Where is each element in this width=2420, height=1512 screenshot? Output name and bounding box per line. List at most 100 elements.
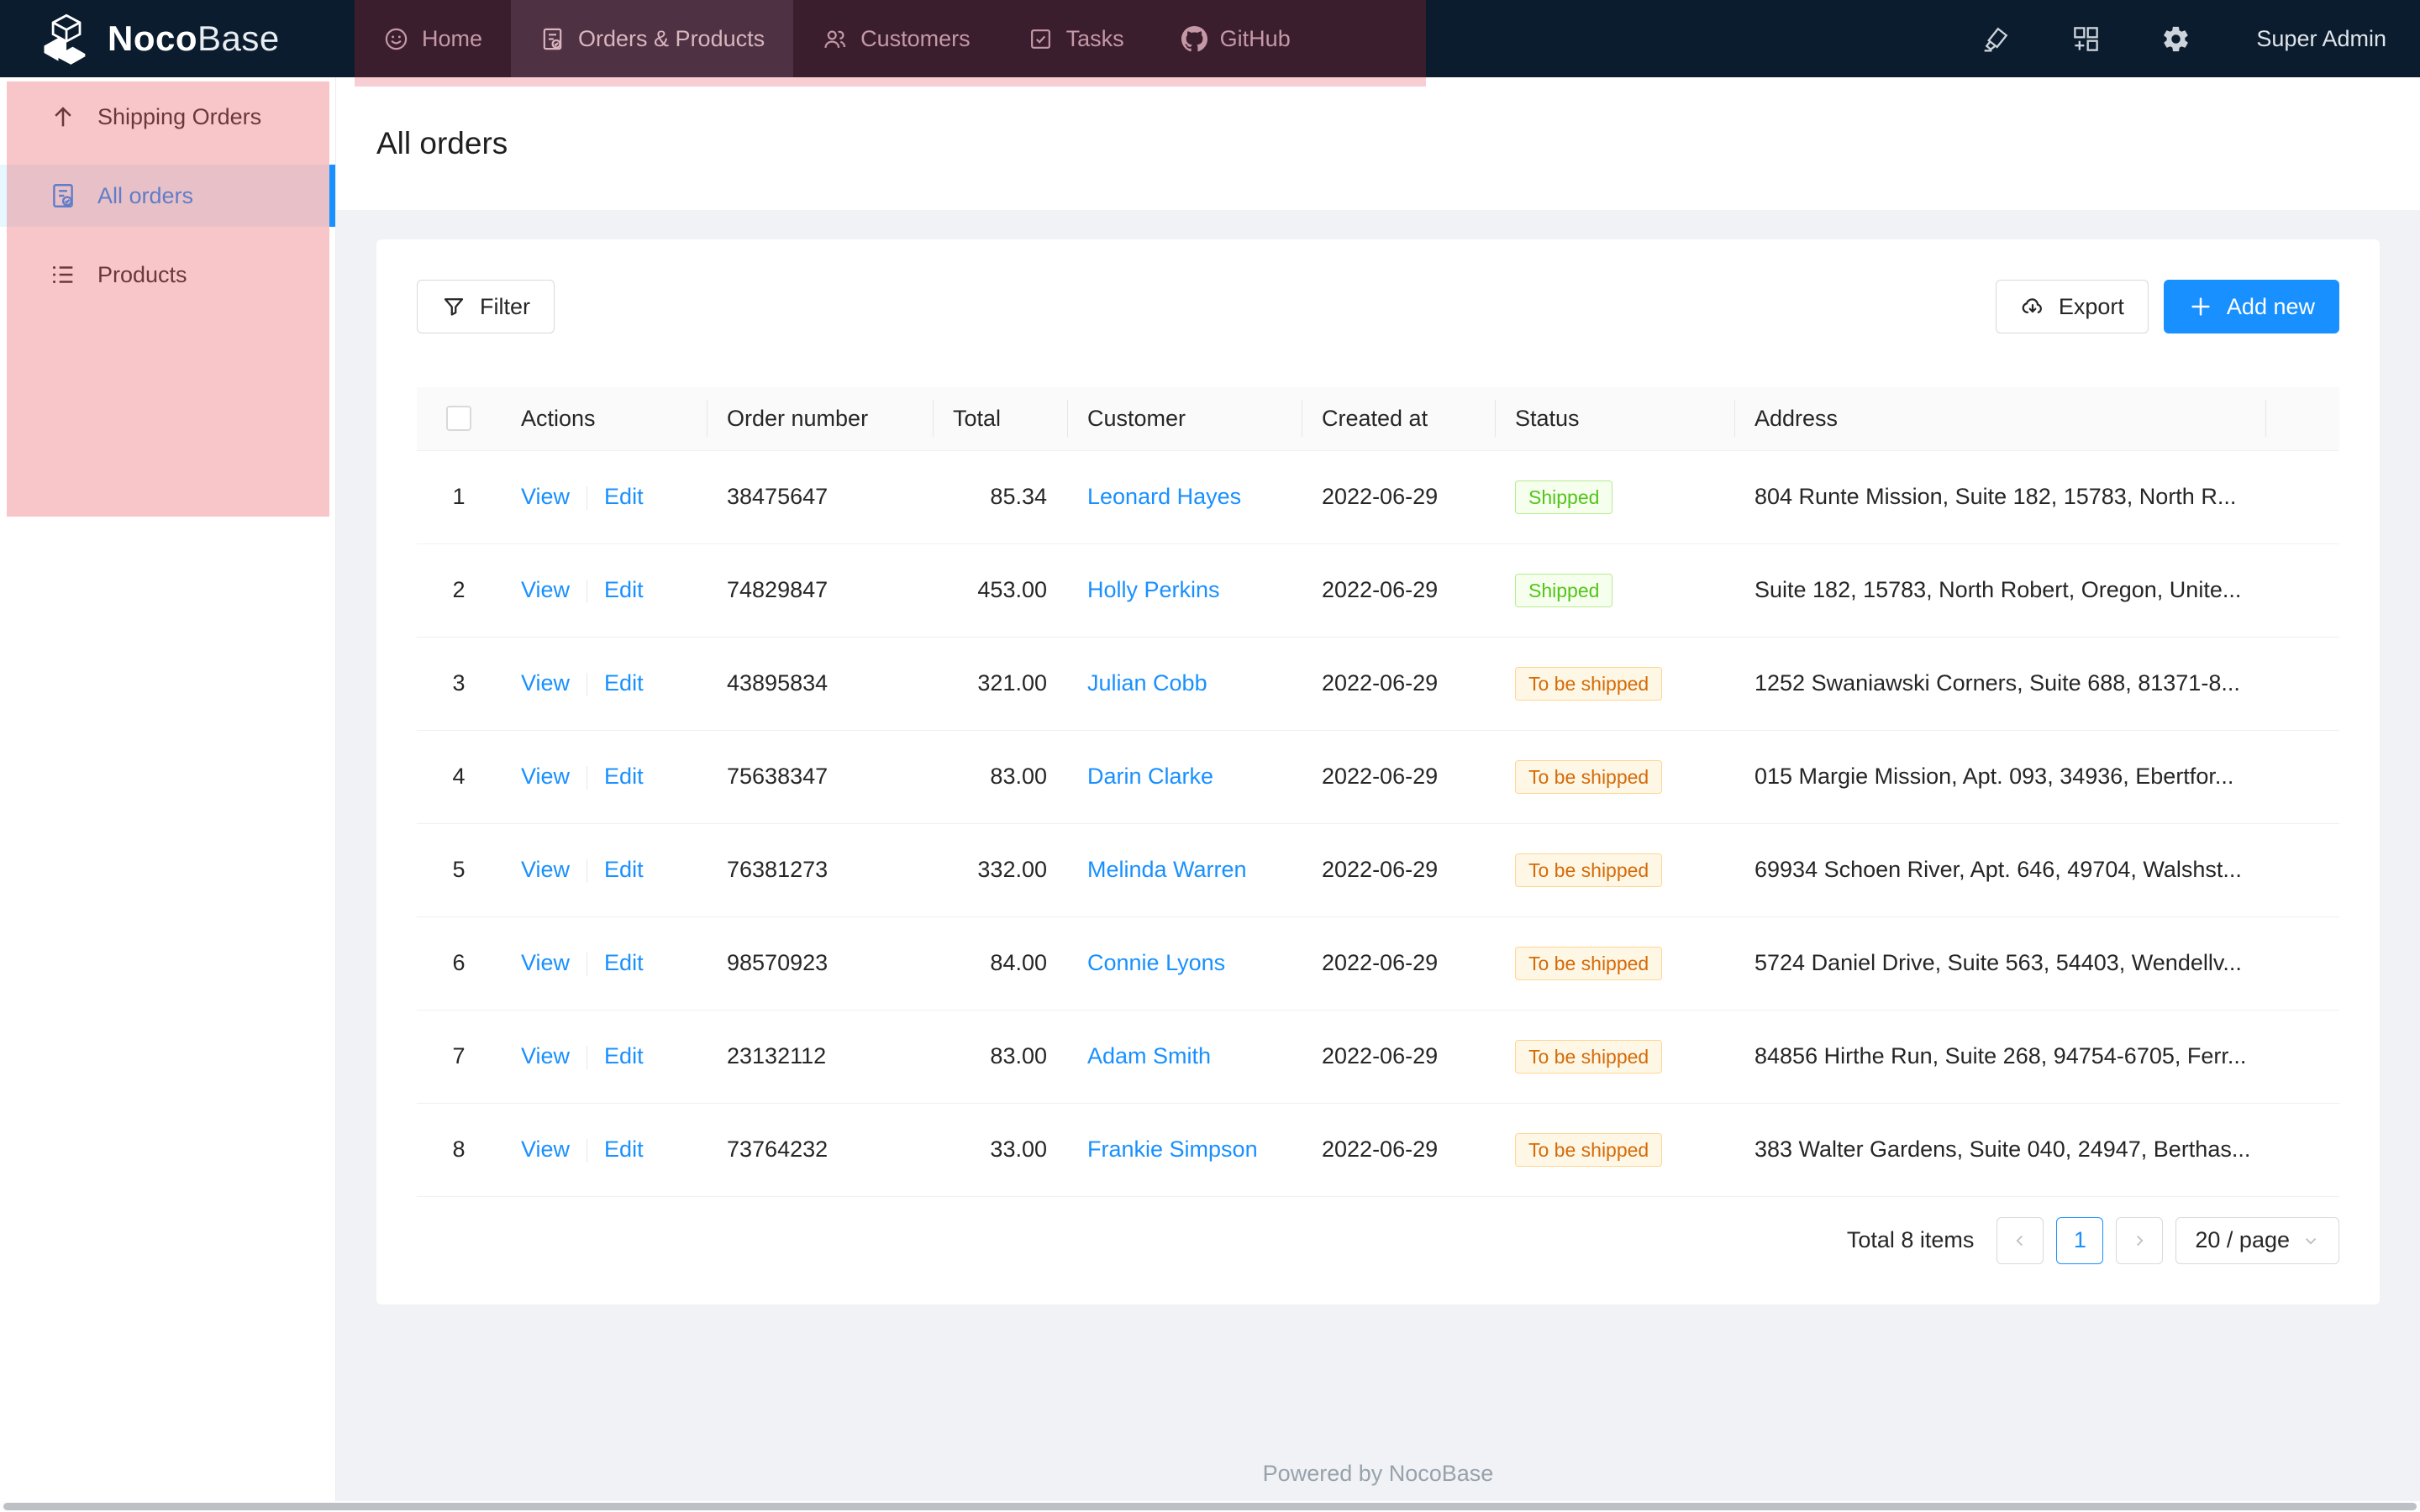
customer-cell: Frankie Simpson (1067, 1103, 1302, 1197)
gear-icon[interactable] (2161, 24, 2191, 54)
customer-link[interactable]: Darin Clarke (1087, 764, 1214, 789)
chevron-down-icon (2305, 1237, 2317, 1245)
card-toolbar: Filter Export (417, 280, 2339, 333)
table-row: 3 View Edit 43895834 321.00 Julian Cobb 2… (417, 637, 2339, 731)
content-area: Filter Export (336, 210, 2420, 1512)
status-cell: To be shipped (1495, 1103, 1734, 1197)
col-status: Status (1495, 387, 1734, 451)
user-menu[interactable]: Super Admin (2256, 25, 2386, 51)
add-new-button[interactable]: Add new (2163, 280, 2339, 333)
view-link[interactable]: View (521, 484, 571, 509)
col-actions: Actions (501, 387, 707, 451)
total-cell: 83.00 (933, 730, 1067, 824)
row-index-cell: 2 (417, 543, 501, 638)
smile-icon (385, 28, 408, 50)
page-size-select[interactable]: 20 / page (2175, 1216, 2339, 1264)
order-file-icon (543, 28, 562, 50)
order-number-cell: 43895834 (707, 637, 933, 731)
tab-customers[interactable]: Customers (793, 0, 999, 77)
page-title: All orders (376, 126, 508, 160)
sidebar-item-shipping-orders[interactable]: Shipping Orders (0, 86, 335, 148)
row-index-cell: 6 (417, 916, 501, 1011)
view-link[interactable]: View (521, 577, 571, 602)
empty-cell (2265, 450, 2339, 544)
tab-home[interactable]: Home (355, 0, 511, 77)
horizontal-scrollbar[interactable] (0, 1501, 2420, 1512)
tab-github[interactable]: GitHub (1153, 0, 1319, 77)
customer-link[interactable]: Holly Perkins (1087, 577, 1220, 602)
page-1-button[interactable]: 1 (2056, 1216, 2104, 1264)
table-row: 6 View Edit 98570923 84.00 Connie Lyons 2… (417, 916, 2339, 1011)
view-link[interactable]: View (521, 857, 571, 882)
view-link[interactable]: View (521, 1137, 571, 1162)
view-link[interactable]: View (521, 670, 571, 696)
status-badge: To be shipped (1515, 1132, 1663, 1167)
customer-link[interactable]: Frankie Simpson (1087, 1137, 1258, 1162)
edit-link[interactable]: Edit (604, 577, 644, 602)
row-actions-cell: View Edit (501, 730, 707, 824)
empty-cell (2265, 543, 2339, 638)
row-index-cell: 3 (417, 637, 501, 731)
tab-orders-products[interactable]: Orders & Products (511, 0, 794, 77)
next-page-button[interactable] (2116, 1216, 2164, 1264)
plugin-blocks-icon[interactable] (2071, 24, 2101, 54)
col-customer: Customer (1067, 387, 1302, 451)
total-cell: 33.00 (933, 1103, 1067, 1197)
filter-icon (444, 298, 464, 316)
customer-cell: Connie Lyons (1067, 916, 1302, 1011)
address-cell: 804 Runte Mission, Suite 182, 15783, Nor… (1734, 450, 2265, 544)
select-all-checkbox[interactable] (446, 406, 471, 432)
row-actions-cell: View Edit (501, 450, 707, 544)
created-at-cell: 2022-06-29 (1302, 730, 1495, 824)
prev-page-button[interactable] (1996, 1216, 2044, 1264)
nav-menu: Home Orders & Products Customers (355, 0, 1426, 77)
edit-link[interactable]: Edit (604, 670, 644, 696)
customers-icon (824, 29, 846, 48)
nocobase-logo[interactable]: NocoBase (0, 0, 355, 77)
export-button[interactable]: Export (1995, 280, 2149, 333)
highlighter-icon[interactable] (1981, 24, 2011, 54)
created-at-cell: 2022-06-29 (1302, 450, 1495, 544)
edit-link[interactable]: Edit (604, 857, 644, 882)
nav-right-actions: Super Admin (1426, 0, 2420, 77)
customer-cell: Holly Perkins (1067, 543, 1302, 638)
filter-button[interactable]: Filter (417, 280, 555, 333)
view-link[interactable]: View (521, 764, 571, 789)
pagination: Total 8 items 1 20 / page (417, 1216, 2339, 1264)
row-actions-cell: View Edit (501, 823, 707, 917)
table-row: 4 View Edit 75638347 83.00 Darin Clarke 2… (417, 730, 2339, 824)
orders-table: Actions Order number Total Customer Crea… (417, 387, 2339, 1197)
sidebar-item-all-orders[interactable]: All orders (0, 165, 335, 227)
customer-link[interactable]: Julian Cobb (1087, 670, 1207, 696)
col-order-number: Order number (707, 387, 933, 451)
table-row: 7 View Edit 23132112 83.00 Adam Smith 202… (417, 1010, 2339, 1104)
edit-link[interactable]: Edit (604, 764, 644, 789)
table-row: 8 View Edit 73764232 33.00 Frankie Simpso… (417, 1103, 2339, 1197)
sidebar-item-label: Shipping Orders (97, 103, 262, 129)
customer-link[interactable]: Leonard Hayes (1087, 484, 1242, 509)
empty-cell (2265, 1010, 2339, 1104)
view-link[interactable]: View (521, 950, 571, 975)
tab-tasks[interactable]: Tasks (999, 0, 1153, 77)
status-cell: Shipped (1495, 450, 1734, 544)
edit-link[interactable]: Edit (604, 1043, 644, 1068)
created-at-cell: 2022-06-29 (1302, 543, 1495, 638)
table-row: 1 View Edit 38475647 85.34 Leonard Hayes … (417, 450, 2339, 544)
scrollbar-thumb[interactable] (3, 1503, 2417, 1510)
status-badge: To be shipped (1515, 759, 1663, 794)
customer-link[interactable]: Adam Smith (1087, 1043, 1212, 1068)
customer-cell: Adam Smith (1067, 1010, 1302, 1104)
select-all-header (417, 387, 501, 451)
edit-link[interactable]: Edit (604, 950, 644, 975)
sidebar-item-products[interactable]: Products (0, 244, 335, 306)
view-link[interactable]: View (521, 1043, 571, 1068)
address-cell: Suite 182, 15783, North Robert, Oregon, … (1734, 543, 2265, 638)
row-actions-cell: View Edit (501, 637, 707, 731)
customer-link[interactable]: Connie Lyons (1087, 950, 1226, 975)
edit-link[interactable]: Edit (604, 1137, 644, 1162)
powered-by-footer: Powered by NocoBase (1262, 1461, 1494, 1486)
customer-link[interactable]: Melinda Warren (1087, 857, 1247, 882)
edit-link[interactable]: Edit (604, 484, 644, 509)
status-badge: To be shipped (1515, 946, 1663, 980)
status-badge: Shipped (1515, 480, 1613, 514)
